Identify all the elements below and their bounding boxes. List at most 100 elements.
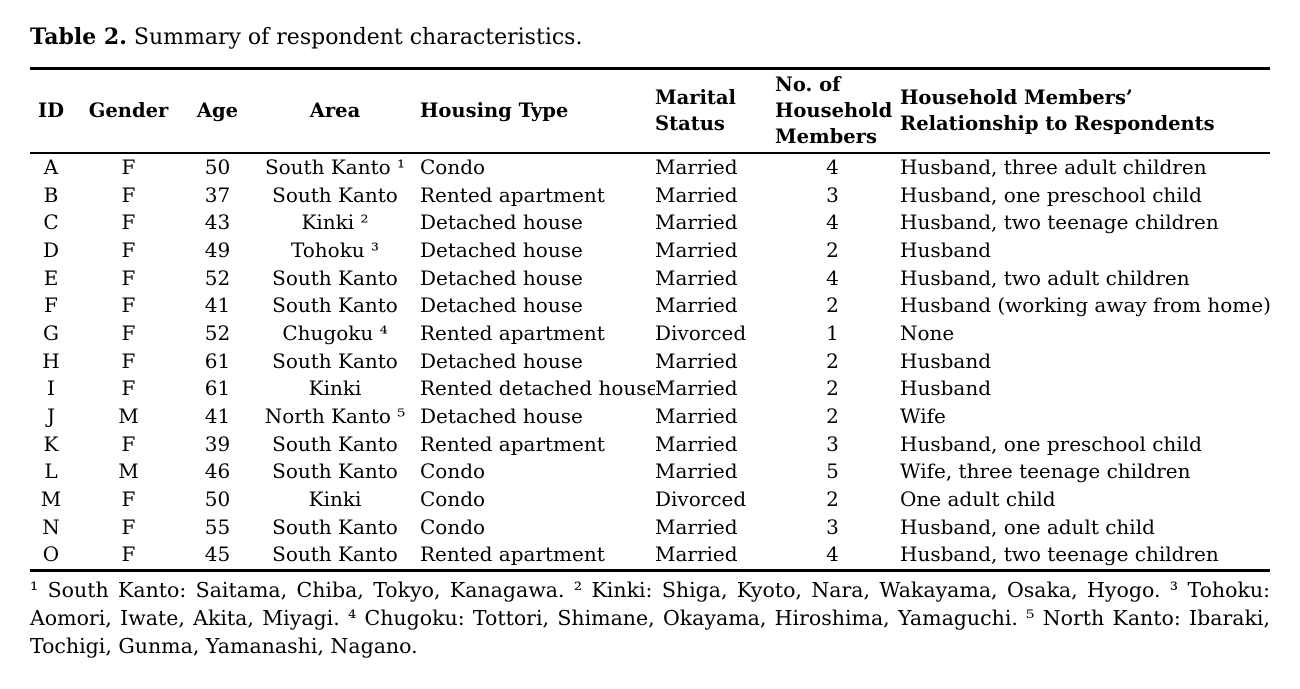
cell-gender: M [118,403,139,428]
cell-area: South Kanto [272,348,398,373]
cell-area: Tohoku ³ [290,237,380,262]
cell-area: South Kanto [272,542,398,567]
cell-housing-type: Detached house [420,210,583,235]
cell-area: North Kanto ⁵ [264,403,406,428]
cell-age: 49 [204,237,231,262]
cell-household-members: 3 [826,431,839,456]
cell-id: O [42,542,60,567]
cell-relationship: None [900,320,955,345]
cell-gender: F [121,431,136,456]
cell-area: South Kanto ¹ [264,155,406,179]
cell-relationship: Husband, one preschool child [900,431,1202,456]
cell-gender: F [121,486,136,511]
header-row: ID Gender Age Area Housing Type Marital … [30,68,1270,154]
cell-marital-status: Married [655,459,738,484]
table-number-label: Table 2. [30,24,127,50]
cell-id: K [43,431,59,456]
cell-relationship: Husband (working away from home) [900,293,1270,318]
cell-id: F [44,293,58,318]
cell-housing-type: Condo [420,459,486,484]
cell-marital-status: Divorced [655,320,747,345]
cell-age: 46 [204,459,231,484]
cell-household-members: 5 [826,459,839,484]
cell-age: 39 [204,431,231,456]
cell-area: South Kanto [272,514,398,539]
cell-housing-type: Rented apartment [420,320,605,345]
cell-housing-type: Condo [420,155,486,179]
cell-age: 50 [204,155,231,179]
cell-gender: F [121,293,136,318]
cell-housing-type: Detached house [420,348,583,373]
cell-area: Kinki ² [301,210,369,235]
cell-household-members: 3 [826,514,839,539]
cell-gender: F [121,348,136,373]
cell-marital-status: Married [655,155,738,179]
table-row: N F 55 South Kanto Condo Married 3 Husba… [30,514,1270,542]
cell-area: South Kanto [272,265,398,290]
cell-relationship: Husband, two adult children [900,265,1190,290]
cell-age: 52 [204,320,231,345]
cell-relationship: Husband, two teenage children [900,210,1219,235]
cell-area: South Kanto [272,459,398,484]
cell-relationship: Husband, one adult child [900,514,1155,539]
cell-relationship: Wife, three teenage children [900,459,1191,484]
cell-age: 45 [204,542,231,567]
column-header-area: Area [250,68,420,154]
cell-household-members: 2 [826,293,839,318]
cell-id: A [43,155,59,179]
table-row: I F 61 Kinki Rented detached house Marri… [30,375,1270,403]
cell-household-members: 2 [826,403,839,428]
table-row: H F 61 South Kanto Detached house Marrie… [30,348,1270,376]
cell-id: H [42,348,60,373]
cell-gender: F [121,155,136,179]
cell-id: M [40,486,62,511]
cell-housing-type: Rented apartment [420,182,605,207]
column-header-gender: Gender [72,68,185,154]
column-header-age: Age [185,68,250,154]
table-caption: Summary of respondent characteristics. [126,25,583,50]
cell-relationship: Husband [900,237,991,262]
cell-relationship: Wife [900,403,946,428]
column-header-id: ID [30,68,72,154]
cell-gender: F [121,182,136,207]
cell-marital-status: Married [655,237,738,262]
cell-housing-type: Rented apartment [420,431,605,456]
table-row: A F 50 South Kanto ¹ Condo Married 4 Hus… [30,153,1270,182]
column-header-housing-type: Housing Type [420,68,655,154]
cell-household-members: 4 [826,210,839,235]
cell-id: L [44,459,58,484]
cell-gender: F [121,237,136,262]
cell-age: 43 [204,210,231,235]
table-row: E F 52 South Kanto Detached house Marrie… [30,265,1270,293]
cell-id: E [43,265,59,290]
table-row: M F 50 Kinki Condo Divorced 2 One adult … [30,486,1270,514]
page-title: Table 2. Summary of respondent character… [30,24,1270,51]
cell-marital-status: Married [655,376,738,401]
cell-marital-status: Married [655,265,738,290]
cell-area: Chugoku ⁴ [282,320,388,345]
table-row: L M 46 South Kanto Condo Married 5 Wife,… [30,458,1270,486]
table-row: D F 49 Tohoku ³ Detached house Married 2… [30,237,1270,265]
table-header: ID Gender Age Area Housing Type Marital … [30,68,1270,154]
column-header-relationship: Household Members’ Relationship to Respo… [890,68,1270,154]
cell-area: South Kanto [272,182,398,207]
table-body: A F 50 South Kanto ¹ Condo Married 4 Hus… [30,153,1270,570]
cell-relationship: Husband [900,376,991,401]
cell-marital-status: Married [655,293,738,318]
cell-gender: F [121,210,136,235]
cell-household-members: 2 [826,348,839,373]
cell-household-members: 4 [826,542,839,567]
cell-marital-status: Married [655,431,738,456]
cell-gender: F [121,542,136,567]
table-row: C F 43 Kinki ² Detached house Married 4 … [30,209,1270,237]
cell-housing-type: Detached house [420,293,583,318]
cell-gender: F [121,265,136,290]
table-row: K F 39 South Kanto Rented apartment Marr… [30,431,1270,459]
table-row: F F 41 South Kanto Detached house Marrie… [30,292,1270,320]
cell-marital-status: Married [655,182,738,207]
cell-area: South Kanto [272,431,398,456]
table-footnote: ¹ South Kanto: Saitama, Chiba, Tokyo, Ka… [30,577,1270,658]
cell-area: South Kanto [272,293,398,318]
cell-age: 61 [204,376,231,401]
cell-age: 61 [204,348,231,373]
